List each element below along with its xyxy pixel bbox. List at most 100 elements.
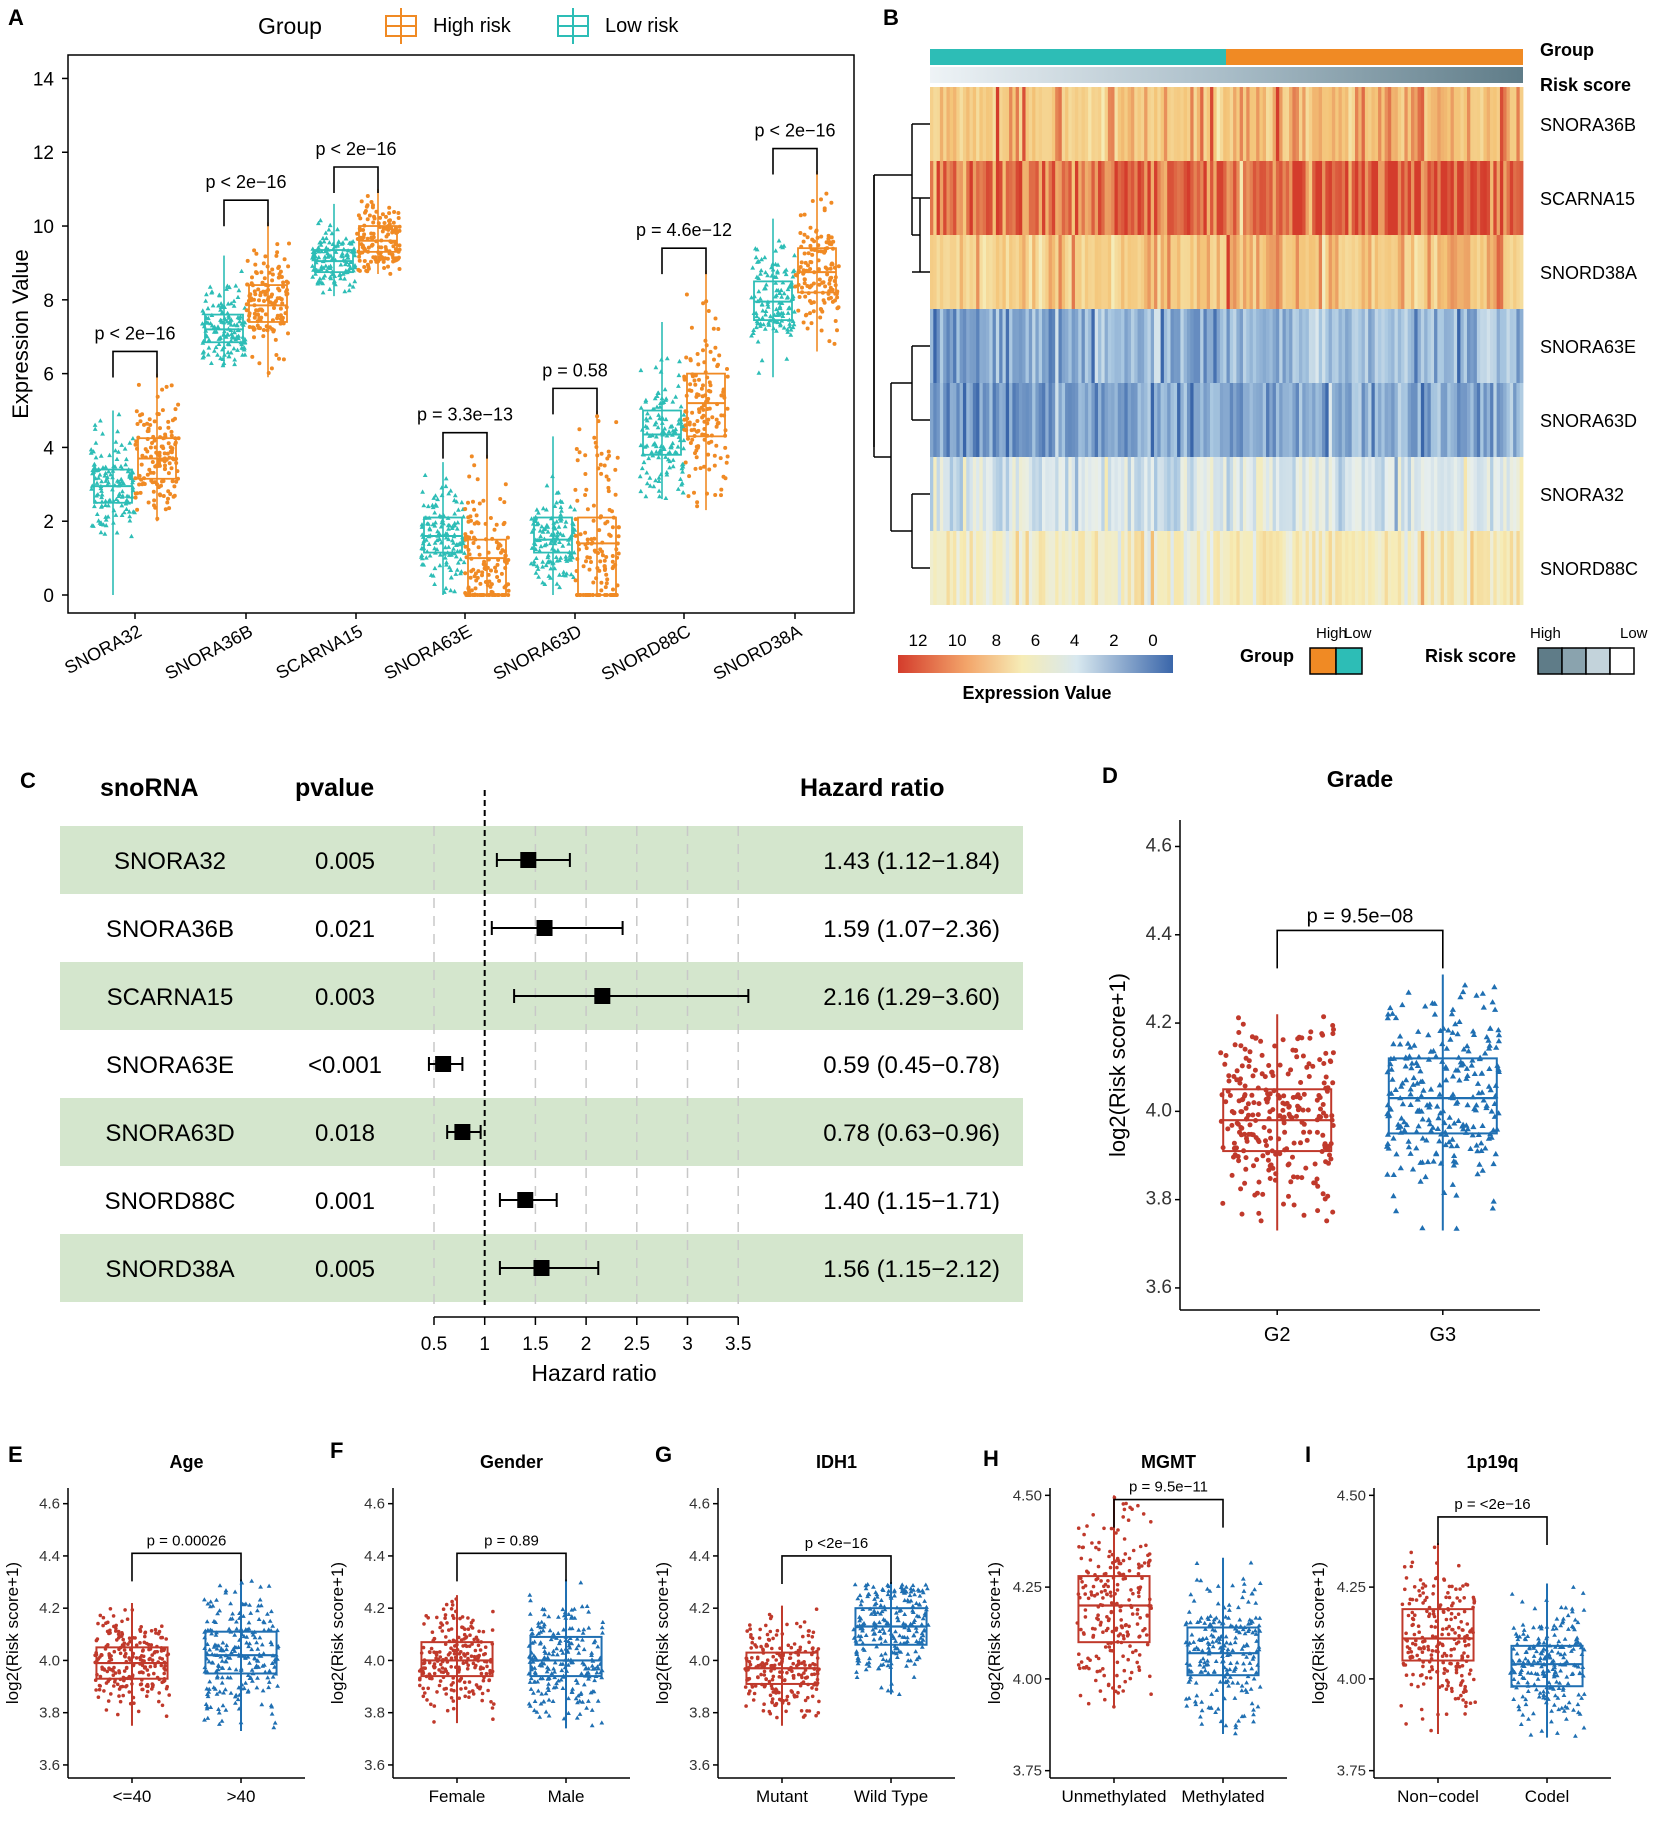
data-point: [697, 410, 702, 414]
heatmap-cell: [1457, 531, 1461, 605]
data-point: [681, 412, 687, 417]
data-point: [161, 446, 166, 451]
data-point: [555, 547, 561, 553]
heatmap-cell: [1160, 161, 1165, 235]
heatmap-cell: [1012, 457, 1017, 531]
data-point: [1495, 1027, 1502, 1033]
heatmap-cell: [1312, 161, 1316, 235]
data-point: [527, 1611, 533, 1616]
data-point: [497, 578, 502, 583]
data-point: [142, 422, 146, 427]
data-point: [255, 1646, 261, 1651]
data-point: [758, 296, 763, 301]
heatmap-cell: [1325, 235, 1330, 309]
heatmap-cell: [1466, 531, 1471, 605]
data-point: [569, 554, 575, 559]
data-point: [1436, 1138, 1443, 1144]
data-point: [1419, 1116, 1426, 1122]
data-point: [491, 1717, 495, 1721]
data-point: [159, 1663, 164, 1668]
heatmap-cell: [1111, 87, 1115, 161]
data-point: [1446, 1139, 1453, 1145]
heatmap-cell: [972, 161, 977, 235]
heatmap-cell: [1018, 235, 1023, 309]
data-point: [774, 328, 779, 333]
data-point: [1237, 1129, 1242, 1135]
heatmap-cell: [1101, 235, 1105, 309]
heatmap-cell: [1424, 235, 1428, 309]
heatmap-cell: [1009, 457, 1013, 531]
data-point: [435, 496, 440, 502]
data-point: [695, 504, 700, 509]
data-point: [695, 500, 700, 505]
heatmap-cell: [1414, 457, 1418, 531]
data-point: [1449, 1181, 1456, 1187]
data-point: [561, 569, 567, 574]
panel-c-forest: snoRNA pvalue Hazard ratio SNORA32 0.005 1…: [60, 774, 1023, 1386]
data-point: [1464, 1043, 1471, 1049]
heatmap-cell: [966, 457, 970, 531]
data-point: [578, 1691, 584, 1696]
heatmap-cell: [1450, 235, 1455, 309]
data-point: [597, 528, 602, 533]
heatmap-cell: [1074, 383, 1079, 457]
data-point: [481, 498, 486, 503]
heatmap-cell: [1298, 383, 1303, 457]
heatmap-cell: [1364, 87, 1369, 161]
data-point: [566, 1643, 572, 1648]
colorbar-tick-label: 6: [1031, 631, 1040, 650]
heatmap-cell: [1078, 457, 1082, 531]
heatmap-cell: [976, 309, 980, 383]
heatmap-cell: [1404, 309, 1409, 383]
data-point: [446, 536, 451, 542]
data-point: [1453, 1100, 1460, 1106]
heatmap-cell: [1246, 87, 1250, 161]
data-point: [1330, 1080, 1336, 1086]
data-point: [836, 305, 841, 310]
data-point: [1289, 1115, 1295, 1121]
heatmap-cell: [1374, 161, 1379, 235]
heatmap-cell: [1005, 309, 1010, 383]
data-point: [459, 1655, 463, 1660]
heatmap-cell: [1325, 309, 1330, 383]
heatmap-cell: [1503, 383, 1507, 457]
heatmap-cell: [1098, 161, 1102, 235]
data-point: [1442, 1063, 1449, 1070]
data-point: [444, 1635, 448, 1639]
heatmap-cell: [1463, 531, 1468, 605]
data-point: [1321, 1014, 1327, 1020]
heatmap-cell: [1091, 383, 1096, 457]
data-point: [595, 1644, 601, 1649]
row-label-snora63d: SNORA63D: [1540, 411, 1637, 431]
heatmap-cell: [1223, 235, 1227, 309]
heatmap-cell: [1009, 87, 1013, 161]
colorbar-gradient: [898, 655, 1173, 673]
data-point: [529, 516, 534, 521]
data-point: [244, 308, 249, 313]
data-point: [1398, 1115, 1405, 1121]
data-point: [278, 306, 283, 311]
data-point: [224, 1647, 229, 1652]
heatmap-cell: [1117, 161, 1122, 235]
heatmap-cell: [1160, 531, 1165, 605]
heatmap-cell: [1279, 87, 1283, 161]
data-point: [652, 422, 658, 427]
data-point: [363, 209, 368, 213]
data-point: [542, 1648, 548, 1653]
data-point: [820, 280, 825, 285]
box-high-snora36b: [244, 222, 291, 378]
data-point: [484, 1671, 489, 1676]
data-point: [157, 1699, 161, 1704]
heatmap-cell: [1177, 457, 1181, 531]
data-point: [449, 1627, 454, 1631]
data-point: [506, 558, 511, 562]
heatmap-cell: [1038, 383, 1043, 457]
heatmap-cell: [1480, 383, 1484, 457]
data-point: [254, 271, 259, 276]
panel-letter-i: I: [1305, 1442, 1311, 1467]
data-point: [1239, 1211, 1245, 1217]
heatmap-cell: [936, 161, 941, 235]
data-point: [576, 1650, 582, 1655]
heatmap-cell: [1180, 87, 1185, 161]
heatmap-cell: [1378, 531, 1382, 605]
